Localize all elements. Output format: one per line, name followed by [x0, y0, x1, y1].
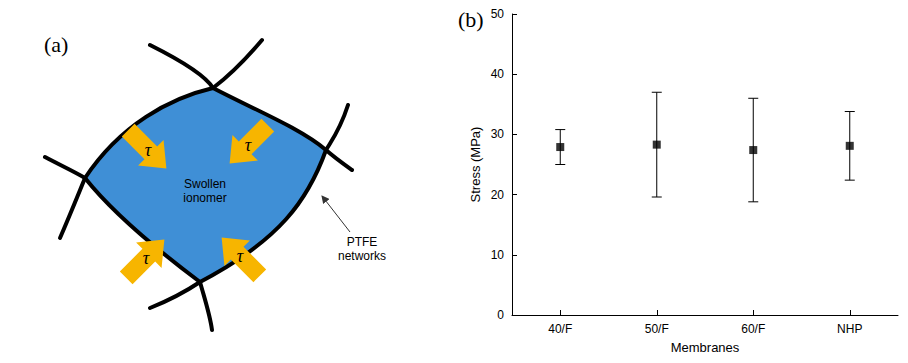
- svg-text:(b): (b): [458, 7, 484, 32]
- svg-text:τ: τ: [245, 135, 252, 155]
- svg-text:τ: τ: [143, 248, 150, 268]
- svg-text:60/F: 60/F: [741, 322, 765, 336]
- svg-text:NHP: NHP: [837, 322, 862, 336]
- svg-text:(a): (a): [44, 32, 68, 57]
- svg-text:Swollenionomer: Swollenionomer: [183, 177, 226, 205]
- svg-text:50/F: 50/F: [645, 322, 669, 336]
- svg-text:40/F: 40/F: [548, 322, 572, 336]
- svg-text:Stress (MPa): Stress (MPa): [468, 127, 483, 203]
- svg-text:40: 40: [491, 67, 505, 81]
- svg-text:20: 20: [491, 188, 505, 202]
- svg-text:50: 50: [491, 7, 505, 21]
- svg-text:PTFEnetworks: PTFEnetworks: [338, 235, 386, 263]
- svg-text:Membranes: Membranes: [671, 340, 740, 355]
- svg-text:10: 10: [491, 248, 505, 262]
- svg-text:0: 0: [497, 308, 504, 322]
- svg-text:τ: τ: [145, 140, 152, 160]
- svg-text:τ: τ: [237, 246, 244, 266]
- svg-text:30: 30: [491, 127, 505, 141]
